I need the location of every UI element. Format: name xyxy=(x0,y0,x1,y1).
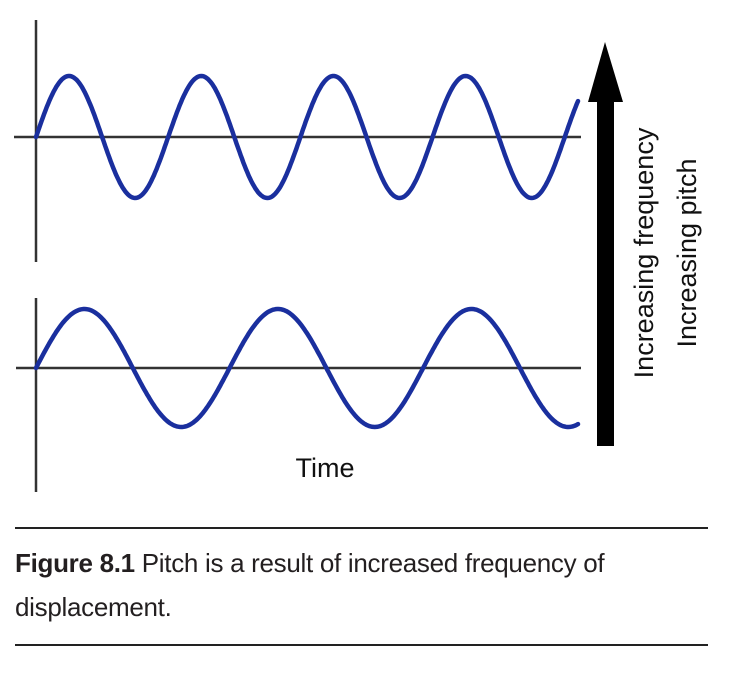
time-axis-label: Time xyxy=(296,453,355,483)
figure-number: Figure 8.1 xyxy=(15,548,135,578)
increasing-frequency-label: Increasing frequency xyxy=(629,127,659,378)
figure-caption: Figure 8.1 Pitch is a result of increase… xyxy=(15,541,715,629)
pitch-frequency-diagram: Time Increasing frequency Increasing pit… xyxy=(14,20,702,492)
increasing-pitch-label: Increasing pitch xyxy=(672,158,702,347)
top-sine-wave xyxy=(33,73,581,201)
caption-bottom-rule xyxy=(15,644,708,646)
caption-top-rule xyxy=(15,527,708,529)
arrow-shaft xyxy=(597,98,614,446)
bottom-sine-wave xyxy=(33,306,581,430)
arrow-head-icon xyxy=(588,42,623,102)
caption-text: Pitch is a result of increased frequency… xyxy=(15,548,605,622)
